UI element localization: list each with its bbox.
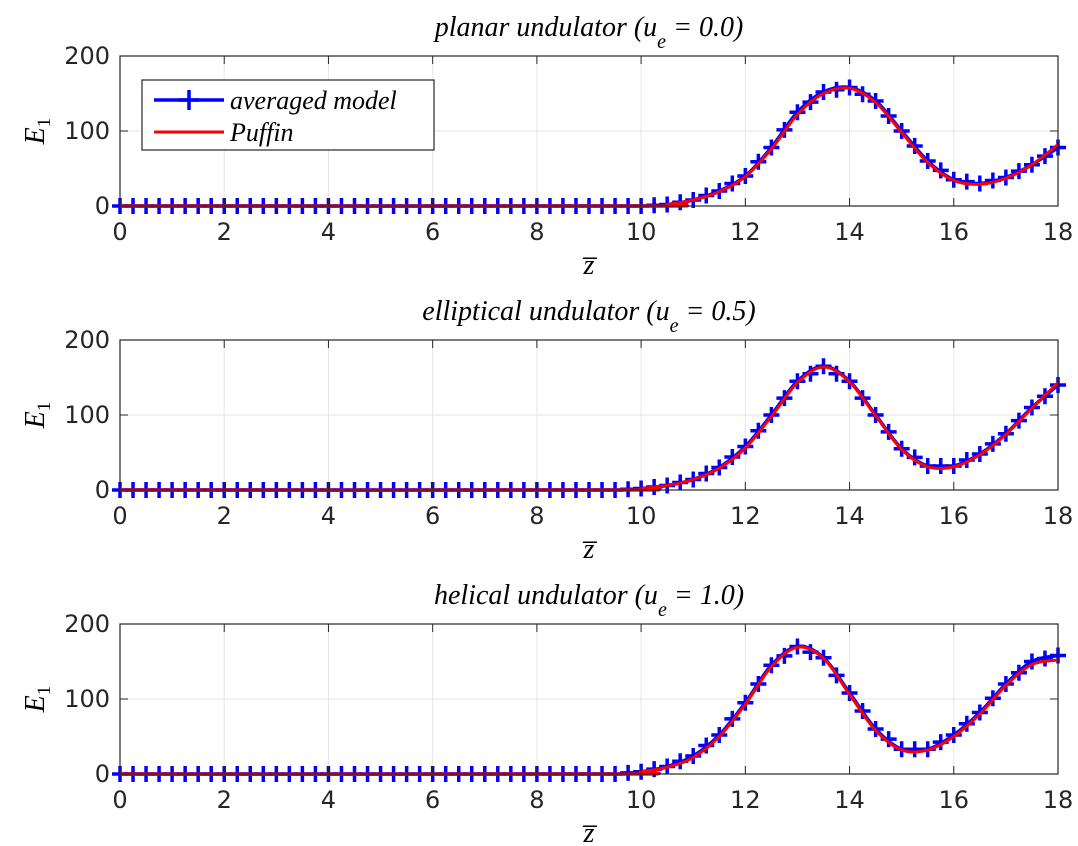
y-axis-label-main: E [20, 127, 51, 145]
series-line-puffin [119, 365, 1060, 492]
series-line-puffin [119, 645, 1059, 776]
chart-title-subscript: e [657, 31, 666, 53]
x-tick-label: 14 [834, 502, 865, 530]
x-axis-label: z̅ [582, 250, 597, 281]
chart-title-subscript: e [670, 315, 679, 337]
chart-title: planar undulator (ue = 0.0) [433, 12, 744, 53]
x-tick-label: 16 [939, 218, 970, 246]
x-tick-label: 6 [425, 502, 440, 530]
chart-title-main: planar undulator (u [433, 12, 657, 43]
y-axis-label: E1 [20, 118, 55, 146]
x-tick-label: 8 [529, 786, 544, 814]
chart-title-main: helical undulator (u [434, 580, 658, 611]
x-tick-label: 4 [321, 786, 336, 814]
x-tick-label: 2 [217, 786, 232, 814]
data-point-averaged-model [1036, 650, 1053, 667]
x-tick-label: 6 [425, 786, 440, 814]
y-tick-label: 0 [95, 760, 110, 788]
chart-panel-1: 0 2 4 6 8 10 12 14 16 18 0 100 200 planar undulator (… [20, 12, 1073, 281]
chart-title-rest: = 0.5) [678, 296, 755, 327]
y-tick-label: 200 [64, 610, 110, 638]
x-tick-label: 14 [834, 786, 865, 814]
x-tick-label: 8 [529, 218, 544, 246]
x-tick-label: 16 [939, 502, 970, 530]
x-tick-label: 12 [730, 502, 761, 530]
x-tick-label: 6 [425, 218, 440, 246]
legend-label-puffin: Puffin [229, 118, 294, 147]
x-tick-label: 18 [1043, 218, 1074, 246]
legend-label-averaged-model: averaged model [230, 86, 397, 115]
y-tick-label: 100 [64, 685, 110, 713]
y-axis-label-subscript: 1 [34, 402, 55, 412]
y-tick-label: 200 [64, 42, 110, 70]
x-axis-label: z̅ [582, 818, 597, 846]
y-tick-label: 100 [64, 117, 110, 145]
y-axis-label-subscript: 1 [34, 118, 55, 128]
chart-title: elliptical undulator (ue = 0.5) [422, 296, 755, 337]
data-point-averaged-model [789, 104, 806, 121]
x-tick-label: 0 [112, 218, 127, 246]
x-tick-label: 0 [112, 786, 127, 814]
x-tick-label: 12 [730, 218, 761, 246]
chart-panel-3: 0 2 4 6 8 10 12 14 16 18 0 100 200 helical undulator … [20, 580, 1073, 846]
y-tick-label: 0 [95, 192, 110, 220]
x-tick-label: 8 [529, 502, 544, 530]
y-axis-label-main: E [20, 695, 51, 713]
legend-marker-averaged-model [179, 90, 199, 110]
chart-title-rest: = 0.0) [666, 12, 743, 43]
series-group [112, 79, 1066, 214]
y-axis-label-main: E [20, 411, 51, 429]
chart-title-rest: = 1.0) [667, 580, 744, 611]
y-tick-label: 200 [64, 326, 110, 354]
chart-title-subscript: e [658, 599, 667, 621]
x-tick-label: 4 [321, 218, 336, 246]
x-tick-label: 2 [217, 502, 232, 530]
y-tick-label: 0 [95, 476, 110, 504]
y-tick-label: 100 [64, 401, 110, 429]
x-tick-label: 14 [834, 218, 865, 246]
x-tick-label: 12 [730, 786, 761, 814]
x-tick-label: 18 [1043, 502, 1074, 530]
x-tick-label: 0 [112, 502, 127, 530]
x-axis-label: z̅ [582, 534, 597, 565]
x-tick-label: 10 [626, 502, 657, 530]
data-point-averaged-model [958, 715, 975, 732]
x-tick-label: 2 [217, 218, 232, 246]
x-tick-label: 16 [939, 786, 970, 814]
y-axis-label: E1 [20, 402, 55, 430]
x-tick-label: 10 [626, 786, 657, 814]
chart-title: helical undulator (ue = 1.0) [434, 580, 744, 621]
y-axis-label: E1 [20, 686, 55, 714]
x-tick-label: 10 [626, 218, 657, 246]
chart-panel-2: 0 2 4 6 8 10 12 14 16 18 0 100 200 elliptical undulat… [20, 296, 1073, 565]
chart-title-main: elliptical undulator (u [422, 296, 669, 327]
legend: averaged model Puffin [141, 79, 435, 151]
x-tick-label: 4 [321, 502, 336, 530]
x-tick-label: 18 [1043, 786, 1074, 814]
y-axis-label-subscript: 1 [34, 686, 55, 696]
